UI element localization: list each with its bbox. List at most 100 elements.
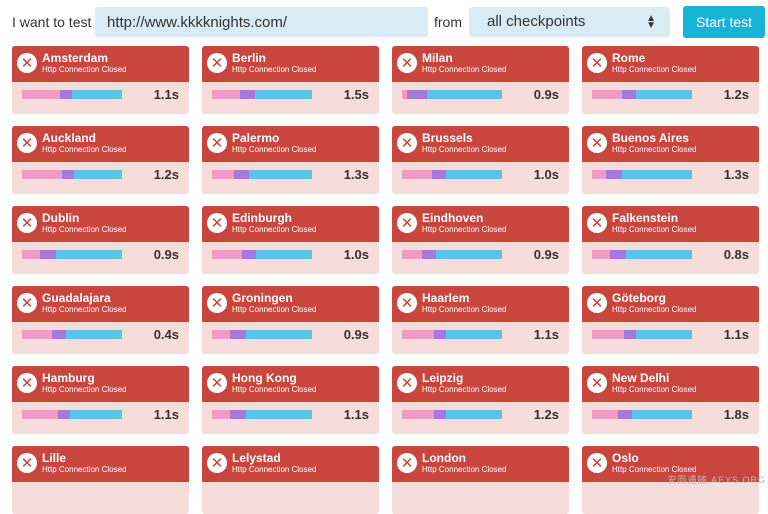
response-time: 1.2s — [153, 167, 179, 182]
start-test-button[interactable]: Start test — [683, 6, 765, 38]
from-label: from — [434, 14, 462, 30]
checkpoint-card[interactable]: ✕ Auckland Http Connection Closed 1.2s — [12, 126, 189, 194]
response-time: 0.8s — [723, 247, 749, 262]
timing-bar — [22, 250, 122, 259]
timing-dns-segment — [402, 250, 422, 259]
timing-dns-segment — [402, 170, 432, 179]
checkpoint-card-header: ✕ Auckland Http Connection Closed — [12, 126, 189, 162]
checkpoint-card[interactable]: ✕ Lille Http Connection Closed — [12, 446, 189, 514]
timing-bar — [402, 170, 502, 179]
checkpoint-city: Falkenstein — [612, 211, 679, 225]
timing-dns-segment — [402, 330, 434, 339]
response-time: 1.2s — [533, 407, 559, 422]
timing-wait-segment — [636, 330, 692, 339]
timing-connect-segment — [242, 250, 256, 259]
checkpoint-card-header: ✕ Falkenstein Http Connection Closed — [582, 206, 759, 242]
checkpoint-card-header: ✕ Buenos Aires Http Connection Closed — [582, 126, 759, 162]
checkpoint-card[interactable]: ✕ Hamburg Http Connection Closed 1.1s — [12, 366, 189, 434]
timing-dns-segment — [592, 250, 610, 259]
checkpoint-status: Http Connection Closed — [612, 465, 697, 474]
timing-dns-segment — [22, 410, 58, 419]
response-time: 0.4s — [153, 327, 179, 342]
checkpoint-card-header: ✕ Guadalajara Http Connection Closed — [12, 286, 189, 322]
timing-bar — [212, 410, 312, 419]
checkpoint-status: Http Connection Closed — [232, 65, 317, 74]
checkpoint-card-header: ✕ Hamburg Http Connection Closed — [12, 366, 189, 402]
error-x-icon: ✕ — [17, 373, 37, 393]
timing-dns-segment — [592, 170, 606, 179]
checkpoint-card[interactable]: ✕ Rome Http Connection Closed 1.2s — [582, 46, 759, 114]
checkpoint-card[interactable]: ✕ Eindhoven Http Connection Closed 0.9s — [392, 206, 569, 274]
checkpoint-card[interactable]: ✕ Palermo Http Connection Closed 1.3s — [202, 126, 379, 194]
timing-connect-segment — [52, 330, 66, 339]
checkpoint-card[interactable]: ✕ Buenos Aires Http Connection Closed 1.3s — [582, 126, 759, 194]
checkpoint-city: Eindhoven — [422, 211, 484, 225]
error-x-icon: ✕ — [587, 133, 607, 153]
checkpoint-card[interactable]: ✕ Edinburgh Http Connection Closed 1.0s — [202, 206, 379, 274]
response-time: 0.9s — [533, 87, 559, 102]
timing-bar — [402, 330, 502, 339]
response-time: 1.1s — [533, 327, 559, 342]
checkpoint-select-value: all checkpoints — [487, 13, 586, 30]
url-input[interactable] — [95, 7, 428, 37]
checkpoint-card[interactable]: ✕ Milan Http Connection Closed 0.9s — [392, 46, 569, 114]
timing-dns-segment — [592, 90, 622, 99]
checkpoint-card[interactable]: ✕ Falkenstein Http Connection Closed 0.8s — [582, 206, 759, 274]
checkpoint-status: Http Connection Closed — [612, 145, 697, 154]
timing-wait-segment — [436, 250, 502, 259]
response-time: 1.0s — [533, 167, 559, 182]
timing-dns-segment — [22, 90, 60, 99]
checkpoint-card[interactable]: ✕ Göteborg Http Connection Closed 1.1s — [582, 286, 759, 354]
checkpoint-card[interactable]: ✕ Leipzig Http Connection Closed 1.2s — [392, 366, 569, 434]
checkpoint-card-header: ✕ Leipzig Http Connection Closed — [392, 366, 569, 402]
error-x-icon: ✕ — [587, 373, 607, 393]
checkpoint-card[interactable]: ✕ New Delhi Http Connection Closed 1.8s — [582, 366, 759, 434]
error-x-icon: ✕ — [397, 133, 417, 153]
timing-connect-segment — [40, 250, 56, 259]
checkpoint-city: Rome — [612, 51, 646, 65]
timing-wait-segment — [255, 90, 312, 99]
timing-connect-segment — [60, 90, 72, 99]
checkpoint-status: Http Connection Closed — [422, 65, 507, 74]
checkpoint-city: Hong Kong — [232, 371, 297, 385]
checkpoint-card[interactable]: ✕ Brussels Http Connection Closed 1.0s — [392, 126, 569, 194]
error-x-icon: ✕ — [207, 453, 227, 473]
checkpoint-status: Http Connection Closed — [422, 385, 507, 394]
timing-wait-segment — [427, 90, 502, 99]
checkpoint-select[interactable]: all checkpoints ▲ ▼ — [469, 7, 670, 37]
timing-bar — [22, 90, 122, 99]
checkpoint-card-header: ✕ Haarlem Http Connection Closed — [392, 286, 569, 322]
checkpoint-card-header: ✕ Lille Http Connection Closed — [12, 446, 189, 482]
timing-wait-segment — [636, 90, 692, 99]
timing-dns-segment — [212, 410, 230, 419]
checkpoint-card[interactable]: ✕ Haarlem Http Connection Closed 1.1s — [392, 286, 569, 354]
checkpoint-city: Milan — [422, 51, 453, 65]
checkpoint-card[interactable]: ✕ Groningen Http Connection Closed 0.9s — [202, 286, 379, 354]
checkpoint-city: Edinburgh — [232, 211, 292, 225]
watermark: 安而遇随 AEYS.ORG — [667, 475, 766, 485]
checkpoint-card[interactable]: ✕ Hong Kong Http Connection Closed 1.1s — [202, 366, 379, 434]
timing-connect-segment — [610, 250, 626, 259]
checkpoint-status: Http Connection Closed — [42, 225, 127, 234]
timing-bar — [402, 90, 502, 99]
checkpoint-status: Http Connection Closed — [232, 305, 317, 314]
timing-connect-segment — [624, 330, 636, 339]
checkpoint-status: Http Connection Closed — [232, 465, 317, 474]
response-time: 1.1s — [153, 407, 179, 422]
error-x-icon: ✕ — [17, 293, 37, 313]
checkpoint-card-header: ✕ Eindhoven Http Connection Closed — [392, 206, 569, 242]
checkpoint-city: Oslo — [612, 451, 639, 465]
checkpoint-card[interactable]: ✕ Amsterdam Http Connection Closed 1.1s — [12, 46, 189, 114]
timing-wait-segment — [56, 250, 122, 259]
timing-wait-segment — [246, 410, 312, 419]
checkpoint-card[interactable]: ✕ Guadalajara Http Connection Closed 0.4s — [12, 286, 189, 354]
checkpoint-card[interactable]: ✕ Berlin Http Connection Closed 1.5s — [202, 46, 379, 114]
timing-dns-segment — [592, 410, 618, 419]
checkpoint-card-header: ✕ Lelystad Http Connection Closed — [202, 446, 379, 482]
timing-wait-segment — [446, 170, 502, 179]
checkpoint-card[interactable]: ✕ Dublin Http Connection Closed 0.9s — [12, 206, 189, 274]
checkpoint-card[interactable]: ✕ Lelystad Http Connection Closed — [202, 446, 379, 514]
checkpoint-card-header: ✕ Oslo Http Connection Closed — [582, 446, 759, 482]
timing-dns-segment — [22, 330, 52, 339]
checkpoint-card[interactable]: ✕ London Http Connection Closed — [392, 446, 569, 514]
